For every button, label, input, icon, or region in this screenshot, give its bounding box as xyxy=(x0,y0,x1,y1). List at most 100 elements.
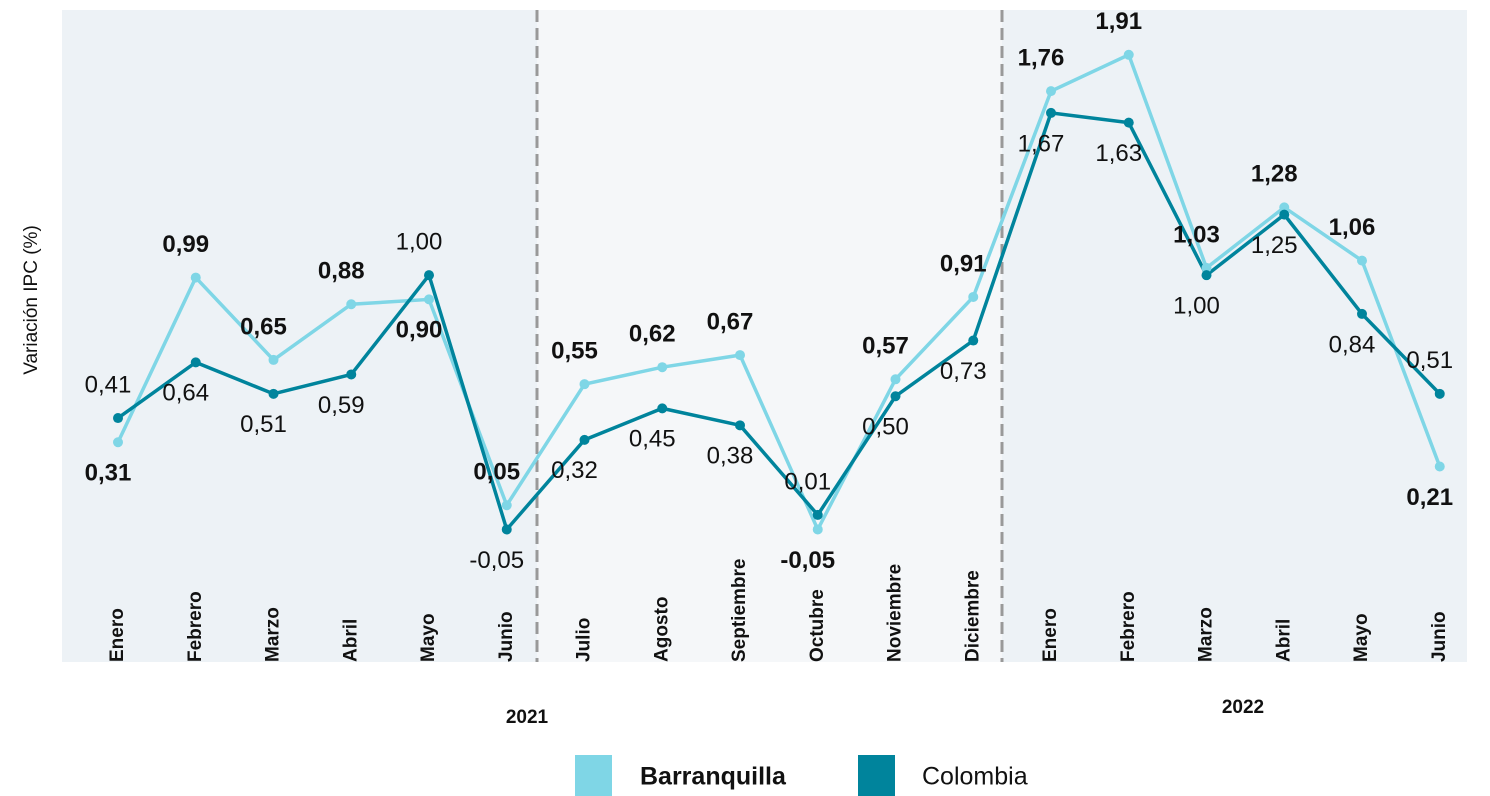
data-label: 1,91 xyxy=(1095,8,1142,35)
x-tick-label: Septiembre xyxy=(729,559,750,662)
x-tick-label: Enero xyxy=(107,608,128,662)
data-label: 1,06 xyxy=(1329,214,1376,241)
data-label: 0,21 xyxy=(1406,484,1453,511)
point xyxy=(1279,209,1290,220)
legend-label: Colombia xyxy=(922,763,1028,791)
point xyxy=(501,524,512,535)
data-label: 0,84 xyxy=(1329,331,1376,358)
point xyxy=(968,335,979,346)
point xyxy=(1123,49,1134,60)
data-label: 1,67 xyxy=(1018,130,1065,157)
x-tick-label: Mayo xyxy=(1351,613,1372,662)
x-tick-label: Diciembre xyxy=(962,570,983,662)
x-tick-label: Julio xyxy=(574,618,595,662)
data-label: 0,01 xyxy=(784,468,831,495)
point xyxy=(190,272,201,283)
point xyxy=(657,362,668,373)
data-label: 1,00 xyxy=(1173,293,1220,320)
point xyxy=(424,270,434,281)
point xyxy=(890,374,901,385)
data-label: -0,05 xyxy=(469,547,524,574)
band xyxy=(1002,10,1467,662)
y-axis-label: Variación IPC (%) xyxy=(21,225,42,375)
x-tick-label: Agosto xyxy=(651,597,672,662)
x-tick-label: Enero xyxy=(1040,608,1061,662)
point xyxy=(1434,388,1445,399)
year-label: 2022 xyxy=(1222,697,1264,718)
data-label: 1,00 xyxy=(396,229,443,256)
data-label: 0,99 xyxy=(162,231,209,258)
point xyxy=(1279,202,1290,213)
point xyxy=(579,379,590,390)
data-label: 0,64 xyxy=(162,380,209,407)
point xyxy=(1201,262,1212,273)
data-label: 0,32 xyxy=(551,457,598,484)
line xyxy=(116,111,1442,533)
band xyxy=(537,10,1002,662)
data-label: 0,45 xyxy=(629,426,676,453)
data-label: -0,05 xyxy=(780,547,835,574)
data-label: 0,73 xyxy=(940,358,987,385)
x-tick-label: Noviembre xyxy=(885,564,906,662)
point xyxy=(1434,461,1445,472)
data-label: 0,59 xyxy=(318,392,365,419)
x-tick-label: Abril xyxy=(340,619,361,662)
legend-swatch xyxy=(575,755,612,796)
point xyxy=(346,369,357,380)
data-label: 0,38 xyxy=(707,443,754,470)
point xyxy=(890,391,901,402)
x-tick-label: Febrero xyxy=(185,591,206,662)
data-label: 0,65 xyxy=(240,313,287,340)
data-label: 0,57 xyxy=(862,333,909,360)
point xyxy=(1357,308,1367,319)
point xyxy=(190,357,201,368)
data-label: 0,55 xyxy=(551,337,598,364)
point xyxy=(579,434,590,445)
legend-label: Barranquilla xyxy=(640,763,787,791)
point xyxy=(1123,117,1134,128)
point xyxy=(657,403,668,414)
point xyxy=(346,299,357,310)
x-tick-label: Marzo xyxy=(1196,607,1217,662)
data-label: 0,91 xyxy=(940,250,987,277)
point xyxy=(812,524,823,535)
point xyxy=(1201,270,1212,281)
data-label: 0,31 xyxy=(85,460,132,487)
data-label: 1,25 xyxy=(1251,232,1298,259)
year-label: 2021 xyxy=(506,707,549,728)
point xyxy=(113,413,123,424)
data-label: 0,90 xyxy=(396,317,443,344)
data-label: 0,67 xyxy=(707,308,754,335)
data-label: 0,05 xyxy=(473,459,520,486)
data-label: 0,51 xyxy=(240,411,287,438)
point xyxy=(735,350,745,361)
data-label: 1,76 xyxy=(1018,44,1065,71)
x-tick-label: Octubre xyxy=(807,589,828,662)
line xyxy=(116,52,1442,534)
data-label: 1,63 xyxy=(1095,140,1142,167)
x-tick-label: Junio xyxy=(1429,611,1450,662)
point xyxy=(812,509,823,520)
data-label: 0,50 xyxy=(862,414,909,441)
data-label: 0,41 xyxy=(85,371,132,398)
point xyxy=(424,294,434,305)
band xyxy=(62,10,537,662)
x-tick-label: Abril xyxy=(1273,619,1294,662)
x-tick-label: Marzo xyxy=(263,607,284,662)
data-label: 1,28 xyxy=(1251,161,1298,188)
point xyxy=(268,354,279,365)
data-label: 0,51 xyxy=(1406,347,1453,374)
point xyxy=(735,420,745,431)
x-tick-label: Febrero xyxy=(1118,591,1139,662)
legend-swatch xyxy=(858,755,895,796)
point xyxy=(501,500,512,511)
point xyxy=(1357,255,1367,266)
data-label: 0,62 xyxy=(629,321,676,348)
data-label: 1,03 xyxy=(1173,221,1220,248)
point xyxy=(968,291,979,302)
data-label: 0,88 xyxy=(318,258,365,285)
x-tick-label: Mayo xyxy=(418,613,439,662)
point xyxy=(1046,107,1056,118)
point xyxy=(268,388,279,399)
